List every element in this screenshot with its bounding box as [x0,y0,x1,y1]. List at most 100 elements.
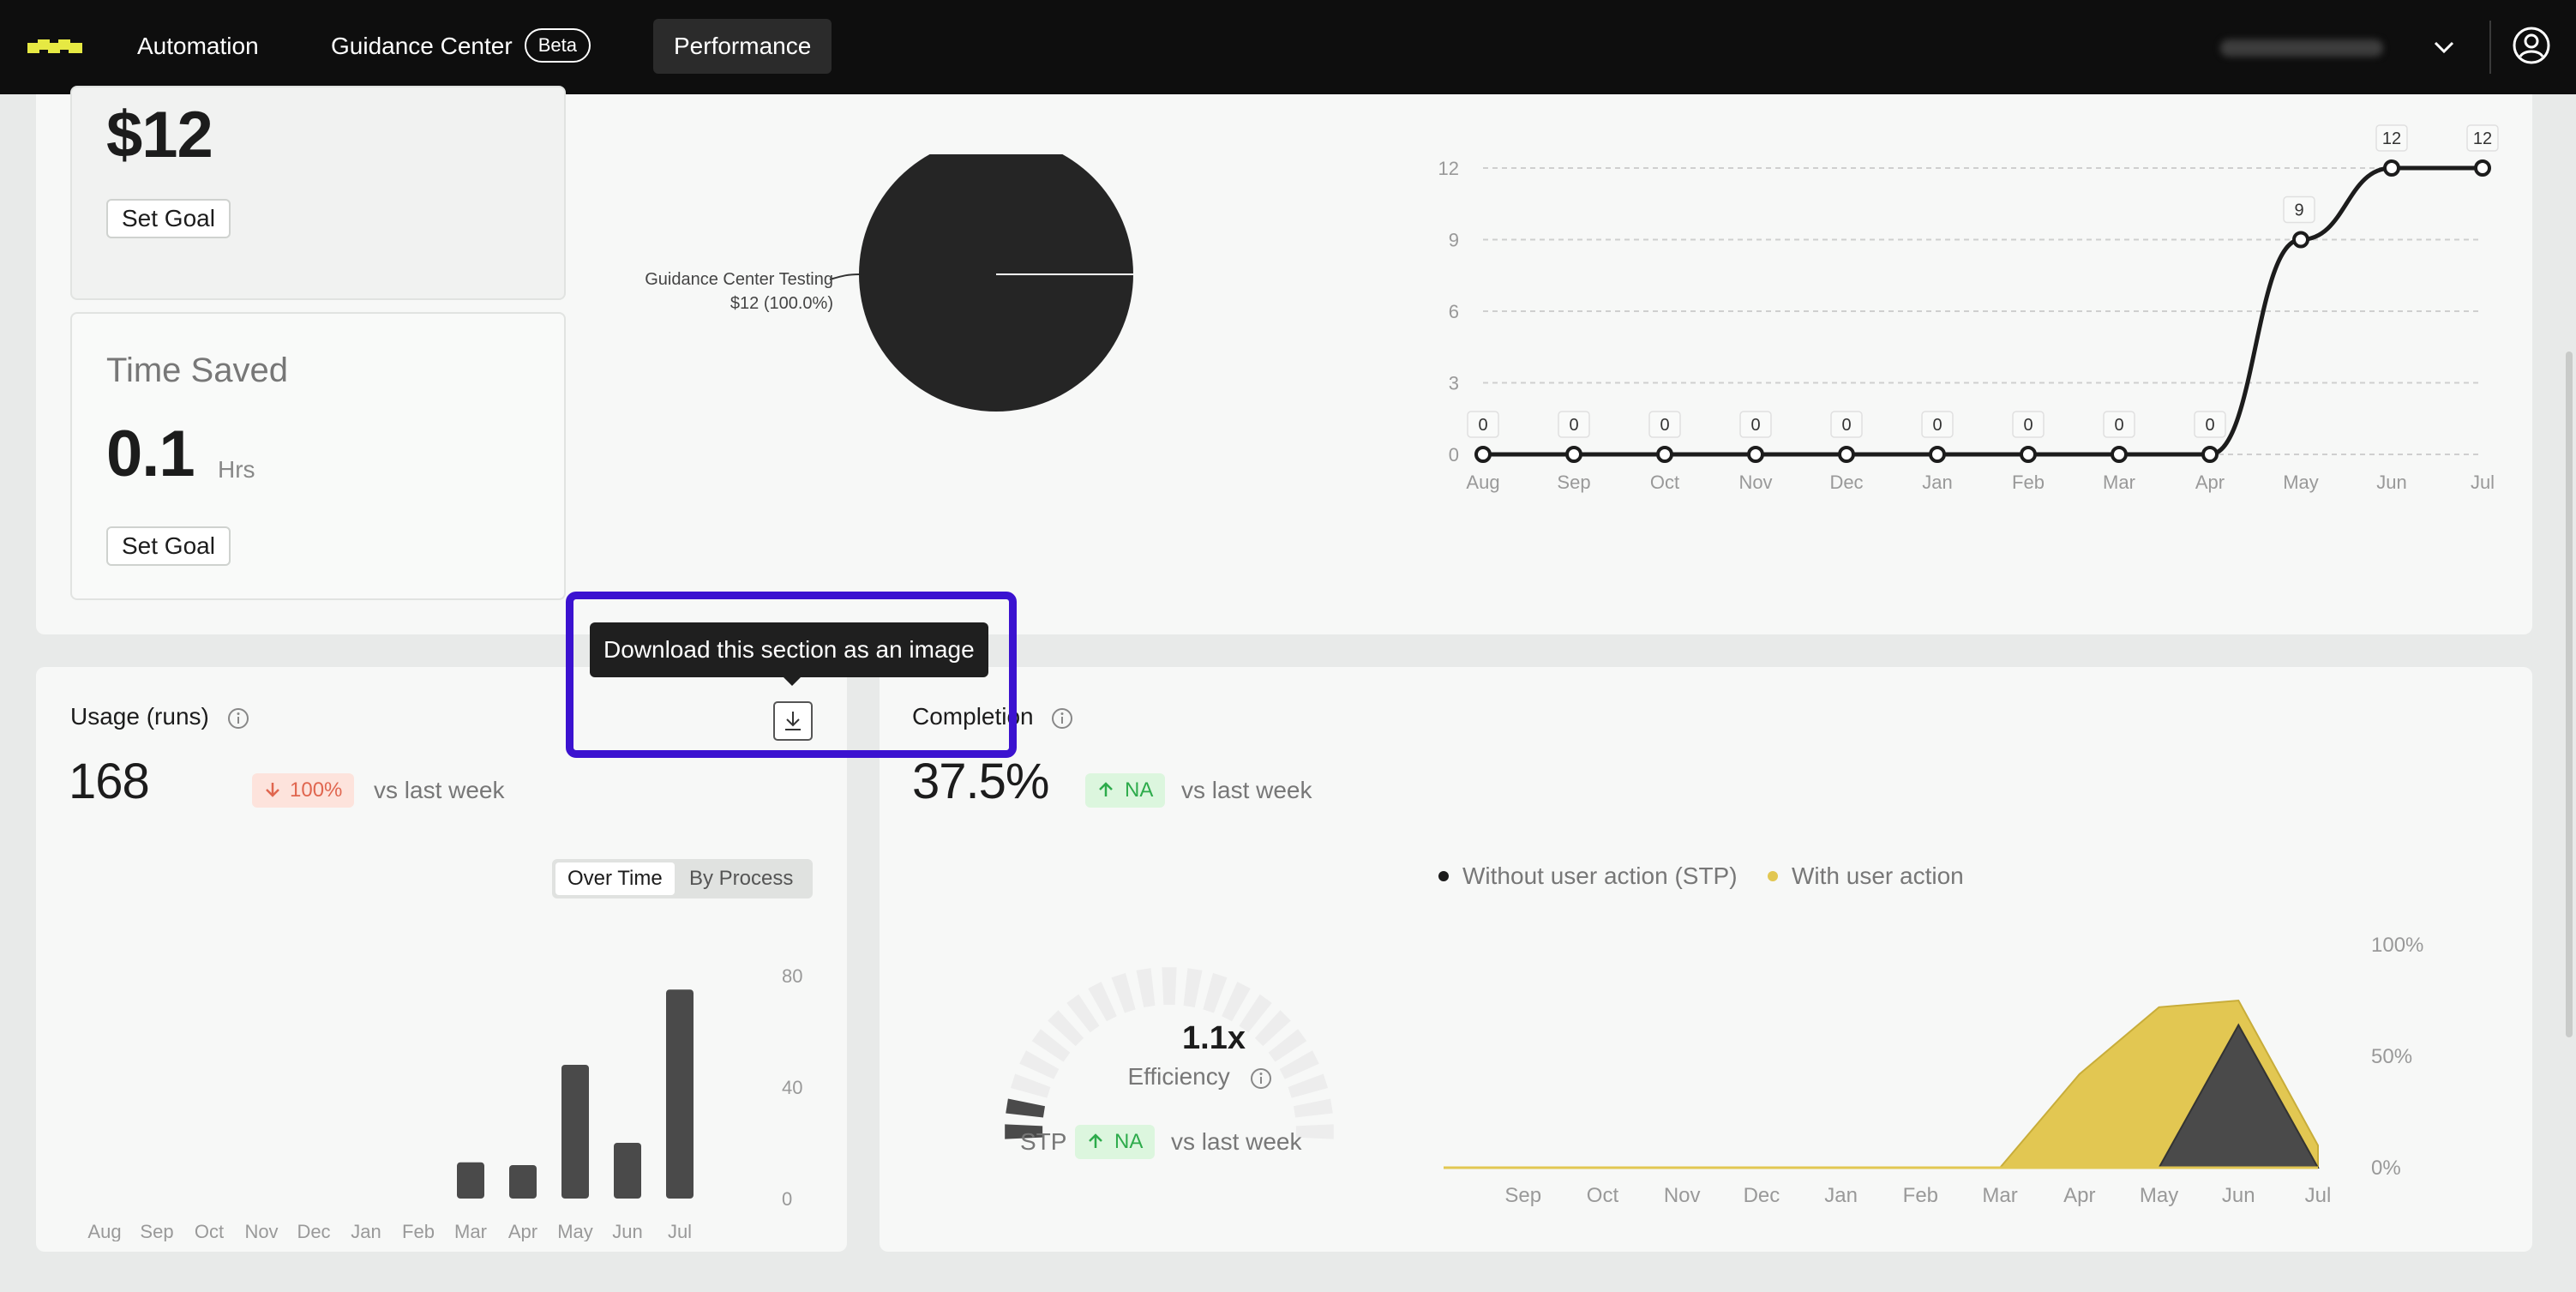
data-point[interactable] [2201,446,2219,463]
efficiency-label-text: Efficiency [1127,1063,1230,1090]
x-tick-label: Dec [1744,1184,1780,1207]
gauge-segment [1239,994,1272,1033]
usage-delta-badge: 100% [252,773,355,808]
tab-over-time[interactable]: Over Time [555,862,675,895]
gauge-segment [1010,1073,1051,1098]
x-tick-label: Apr [508,1221,537,1241]
download-image-button[interactable] [773,701,813,741]
data-label-box [1830,411,1863,438]
info-icon[interactable] [1050,706,1074,730]
y-tick-label: 0 [782,1188,792,1210]
x-tick-label: Dec [1829,472,1863,493]
stp-delta-value: NA [1114,1130,1144,1153]
bar[interactable] [457,1162,484,1199]
completion-delta-value: NA [1125,778,1154,802]
arrow-up-icon [1099,781,1113,796]
beta-badge: Beta [524,27,591,63]
savings-section-card: $12 Set Goal Time Saved 0.1 Hrs Set Goal… [36,86,2532,634]
y-tick-label: 0 [1449,444,1459,466]
savings-pie-chart [829,154,1133,412]
page-scrollbar[interactable] [2566,352,2573,1037]
pie-label-name: Guidance Center Testing [645,270,833,289]
pie-slice[interactable] [859,154,1133,412]
x-tick-label: Jan [351,1221,381,1241]
brand-logo[interactable] [27,39,82,53]
x-tick-label: May [2283,472,2319,493]
gauge-segment [1088,982,1117,1022]
completion-card: Completion 37.5% NA vs last week Without… [880,667,2532,1252]
data-point[interactable] [1565,446,1582,463]
download-icon [785,712,801,730]
time-saved-value: 0.1 [106,418,195,490]
legend-user-action[interactable]: With user action [1768,862,1964,890]
y-tick-label: 3 [1449,373,1459,394]
gauge-segment [1066,994,1100,1033]
y-tick-label: 100% [2371,934,2423,957]
data-label-box [1739,411,1772,438]
x-tick-label: Jun [2376,472,2406,493]
data-point[interactable] [2474,159,2491,177]
nav-guidance-center[interactable]: Guidance Center Beta [310,19,611,74]
x-tick-label: Feb [402,1221,435,1241]
y-tick-label: 80 [782,965,802,987]
time-saved-unit: Hrs [218,456,255,483]
y-tick-label: 40 [782,1077,802,1098]
x-tick-label: Nov [244,1221,278,1241]
time-saved-title: Time Saved [106,352,288,389]
bar[interactable] [666,989,694,1199]
data-point[interactable] [1474,446,1492,463]
data-point[interactable] [1929,446,1946,463]
data-point[interactable] [2020,446,2037,463]
bar[interactable] [614,1143,641,1199]
nav-automation[interactable]: Automation [137,33,259,59]
x-tick-label: Jan [1922,472,1952,493]
efficiency-value: 1.1x [1182,1020,1246,1056]
info-icon[interactable] [226,706,250,730]
data-point[interactable] [2383,159,2400,177]
x-tick-label: Sep [1504,1184,1541,1207]
data-label: 0 [1478,416,1487,435]
x-tick-label: Jan [1824,1184,1858,1207]
data-label: 0 [2205,416,2214,435]
data-point[interactable] [1747,446,1764,463]
data-label: 0 [1750,416,1760,435]
set-goal-button[interactable]: Set Goal [106,199,231,238]
usage-card: Usage (runs) 168 100% vs last week Over … [36,667,847,1252]
usage-title-label: Usage (runs) [70,703,209,730]
data-label-box [1467,411,1499,438]
legend-stp[interactable]: Without user action (STP) [1438,862,1738,890]
x-tick-label: Jun [2222,1184,2255,1207]
y-tick-label: 6 [1449,301,1459,322]
legend-user-dot [1768,870,1778,881]
x-tick-label: Dec [297,1221,330,1241]
x-tick-label: Oct [1650,472,1679,493]
data-point[interactable] [2111,446,2128,463]
info-icon[interactable] [1249,1067,1273,1091]
x-tick-label: Apr [2063,1184,2095,1207]
gauge-segment [1279,1050,1319,1079]
legend-user-label: With user action [1792,862,1964,889]
arrow-up-icon [1089,1133,1102,1148]
user-account-icon[interactable] [2512,26,2551,65]
bar[interactable] [509,1165,537,1199]
gauge-segment [1183,968,1203,1008]
pie-label-leader [829,273,860,280]
gauge-segment [1222,982,1251,1022]
efficiency-gauge [1005,967,1334,1139]
y-tick-label: 50% [2371,1045,2412,1068]
org-selector[interactable] [2220,33,2454,62]
data-label-box [2012,411,2045,438]
stp-delta-badge: NA [1075,1125,1156,1159]
set-goal-button[interactable]: Set Goal [106,526,231,566]
tab-by-process[interactable]: By Process [689,867,794,890]
bar[interactable] [561,1065,589,1199]
nav-performance[interactable]: Performance [653,19,832,74]
data-point[interactable] [1656,446,1673,463]
data-point[interactable] [2292,231,2309,249]
data-label: 0 [1569,416,1578,435]
legend-stp-dot [1438,870,1449,881]
data-label: 9 [2294,201,2303,220]
x-tick-label: Jun [612,1221,642,1241]
arrow-down-icon [266,782,279,797]
data-point[interactable] [1838,446,1855,463]
